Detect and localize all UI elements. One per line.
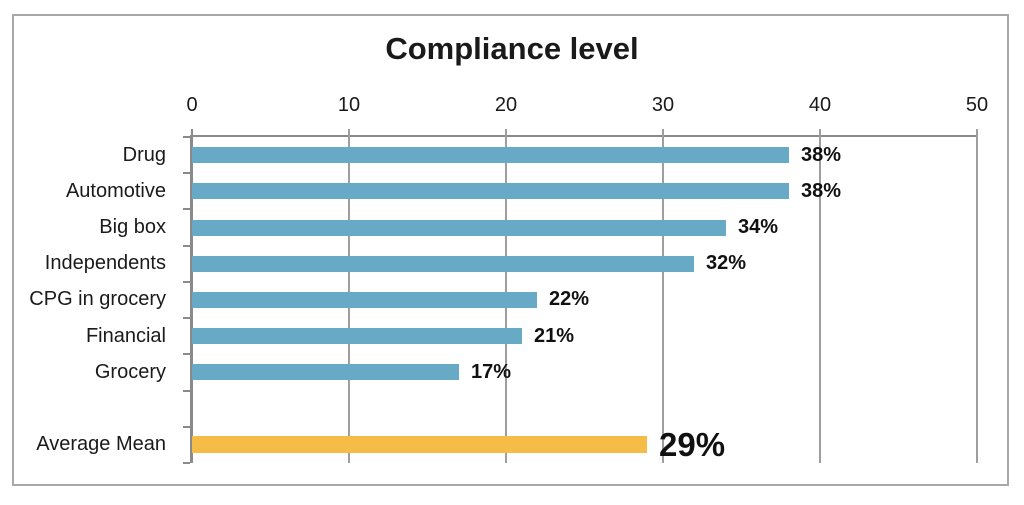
- bar-automotive: [192, 183, 789, 199]
- x-tick-label-40: 40: [808, 94, 832, 116]
- y-axis-tick: [183, 462, 190, 464]
- value-label-grocery: 17%: [471, 360, 512, 383]
- plot-area: 38% 38% 34% 32% 22% 21% 17% 29%: [183, 129, 978, 464]
- y-axis-tick: [183, 136, 190, 138]
- y-axis-tick: [183, 426, 190, 428]
- category-label-automotive: Automotive: [65, 179, 166, 202]
- y-axis-tick: [183, 353, 190, 355]
- value-label-average-mean: 29%: [659, 425, 726, 463]
- bar-grocery: [192, 364, 459, 380]
- y-axis-tick: [183, 317, 190, 319]
- x-tick-label-50: 50: [965, 94, 989, 116]
- category-label-independents: Independents: [44, 252, 166, 275]
- category-label-drug: Drug: [122, 143, 166, 166]
- y-axis-tick: [183, 390, 190, 392]
- bar-cpg-in-grocery: [192, 292, 537, 308]
- bar-independents: [192, 256, 694, 272]
- category-label-financial: Financial: [85, 324, 166, 347]
- category-label-big-box: Big box: [99, 216, 166, 239]
- chart-title: Compliance level: [385, 31, 639, 66]
- gridline-40: [819, 129, 821, 463]
- category-label-grocery: Grocery: [94, 360, 166, 383]
- value-label-big-box: 34%: [738, 216, 779, 239]
- y-axis-tick: [183, 245, 190, 247]
- value-label-cpg-in-grocery: 22%: [549, 288, 590, 311]
- bar-big-box: [192, 220, 726, 236]
- bar-financial: [192, 328, 522, 344]
- x-tick-label-10: 10: [337, 94, 361, 116]
- category-axis-labels: Drug Automotive Big box Independents CPG in …: [0, 137, 180, 463]
- x-axis-tick-labels: 0 10 20 30 40 50: [0, 93, 1024, 119]
- x-tick-label-20: 20: [494, 94, 518, 116]
- gridline-50: [976, 129, 978, 463]
- value-label-automotive: 38%: [801, 179, 842, 202]
- category-label-cpg-in-grocery: CPG in grocery: [29, 288, 166, 311]
- category-label-average-mean: Average Mean: [36, 433, 166, 456]
- value-label-financial: 21%: [534, 324, 575, 347]
- value-label-independents: 32%: [706, 252, 747, 275]
- y-axis-tick: [183, 172, 190, 174]
- bar-drug: [192, 147, 789, 163]
- bar-average-mean: [192, 436, 647, 453]
- x-axis-line: [190, 135, 977, 137]
- value-label-drug: 38%: [801, 143, 842, 166]
- gridline-30: [662, 129, 664, 463]
- y-axis-tick: [183, 281, 190, 283]
- x-tick-label-30: 30: [651, 94, 675, 116]
- x-tick-label-0: 0: [186, 94, 198, 116]
- chart-frame: [12, 14, 1009, 486]
- y-axis-tick: [183, 208, 190, 210]
